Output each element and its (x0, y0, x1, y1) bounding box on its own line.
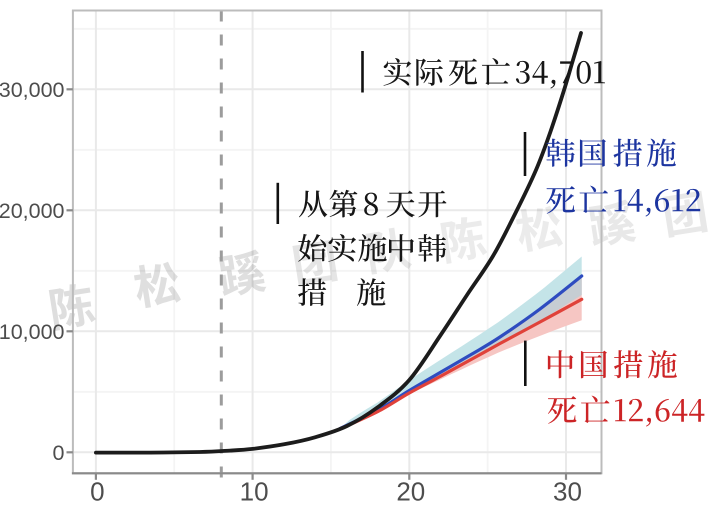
svg-text:0: 0 (53, 441, 65, 465)
svg-text:0: 0 (90, 477, 104, 507)
svg-text:30: 30 (553, 477, 582, 507)
svg-text:20,000: 20,000 (0, 199, 65, 223)
svg-text:20: 20 (396, 477, 425, 507)
svg-text:10,000: 10,000 (0, 320, 65, 344)
svg-text:30,000: 30,000 (0, 78, 65, 102)
svg-text:10: 10 (240, 477, 269, 507)
